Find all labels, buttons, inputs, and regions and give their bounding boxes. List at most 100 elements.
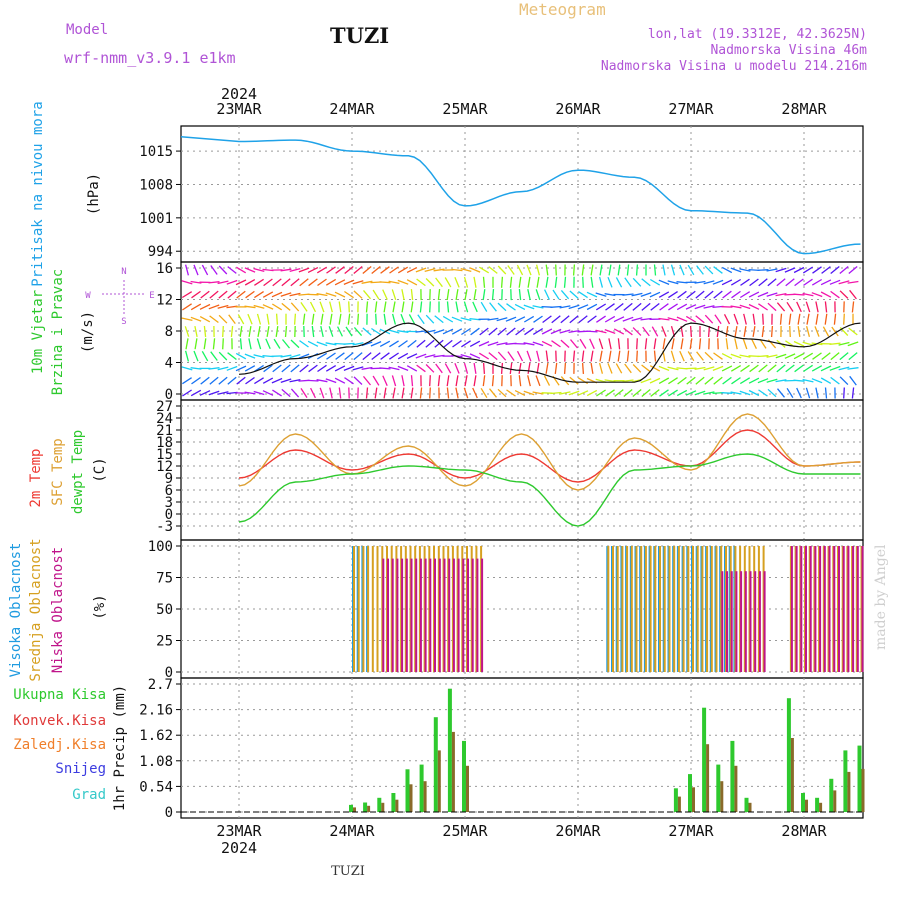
wind-arrow xyxy=(309,301,317,313)
wind-arrow xyxy=(371,327,381,336)
wind-arrow xyxy=(325,292,337,297)
wind-arrow xyxy=(334,279,346,286)
precip-bar-conv xyxy=(437,750,441,812)
wind-arrow xyxy=(463,276,469,288)
wind-arrow xyxy=(830,265,840,275)
wind-arrow xyxy=(806,313,810,325)
wind-arrow xyxy=(793,266,805,274)
wind-arrow xyxy=(363,289,371,300)
wind-arrow xyxy=(679,350,685,362)
wind-arrow xyxy=(831,326,839,337)
cloud-bar xyxy=(677,546,680,672)
wind-arrow xyxy=(446,289,450,301)
wind-arrow xyxy=(605,303,615,311)
wind-arrow xyxy=(317,364,327,373)
wind-arrow xyxy=(210,351,218,361)
wind-arrow xyxy=(372,289,380,300)
wind-arrow xyxy=(649,291,661,298)
wind-arrow xyxy=(388,280,400,285)
wind-arrow xyxy=(849,289,857,300)
wind-arrow xyxy=(507,351,515,361)
wind-arrow xyxy=(401,301,405,313)
cloud-bar xyxy=(819,546,822,672)
wind-arrow xyxy=(184,350,190,362)
wind-arrow xyxy=(550,305,562,308)
y-tick-label: 25 xyxy=(156,634,173,650)
wind-arrow xyxy=(298,267,310,273)
bottom-day-label: 27MAR xyxy=(668,822,714,840)
wind-arrow xyxy=(262,377,274,384)
wind-arrow xyxy=(653,264,657,276)
wind-arrow xyxy=(227,376,237,385)
cloud-bar xyxy=(457,558,460,672)
wind-arrow xyxy=(319,387,325,399)
wind-arrow xyxy=(488,352,498,361)
wind-arrow xyxy=(659,389,669,397)
cloud-bar xyxy=(754,571,757,672)
wind-arrow xyxy=(470,327,480,336)
wind-arrow xyxy=(536,350,540,362)
wind-arrow xyxy=(581,264,585,276)
wind-arrow xyxy=(362,352,372,361)
wind-arrow xyxy=(273,338,281,349)
wind-arrow xyxy=(642,326,650,337)
wind-arrow xyxy=(802,352,814,360)
wind-arrow xyxy=(320,313,324,325)
y-tick-label: 1008 xyxy=(139,177,173,193)
wind-arrow xyxy=(805,301,811,313)
wind-arrow xyxy=(488,327,498,336)
wind-arrow xyxy=(271,291,283,298)
precip-bar-total xyxy=(702,707,707,812)
wind-arrow xyxy=(748,377,760,384)
wind-arrow xyxy=(408,314,416,325)
wind-arrow xyxy=(794,364,804,373)
wind-arrow xyxy=(464,375,468,387)
wind-arrow xyxy=(244,267,256,273)
wind-arrow xyxy=(455,387,459,399)
wind-arrow xyxy=(335,266,345,274)
precip-bar-total xyxy=(349,804,353,812)
wind-arrow xyxy=(757,355,769,358)
wind-arrow xyxy=(759,338,767,349)
wind-arrow xyxy=(460,317,472,322)
wind-arrow xyxy=(793,340,805,347)
wind-arrow xyxy=(803,278,813,286)
precip-bar-conv xyxy=(819,802,823,812)
wind-arrow xyxy=(208,304,220,310)
cloud-bar xyxy=(663,546,666,672)
wind-arrow xyxy=(820,377,832,384)
wind-arrow xyxy=(239,338,243,350)
wind-arrow xyxy=(734,338,738,350)
wind-arrow xyxy=(698,338,702,350)
precip-bar-conv xyxy=(692,787,695,812)
wind-arrow xyxy=(245,290,255,299)
wind-arrow xyxy=(497,327,507,336)
wind-arrow xyxy=(685,315,697,323)
bottom-day-label: 28MAR xyxy=(781,822,827,840)
wind-arrow xyxy=(554,276,558,288)
wind-arrow xyxy=(802,266,814,274)
wind-arrow xyxy=(497,388,507,398)
wind-arrow xyxy=(446,301,450,313)
wind-arrow xyxy=(446,375,450,387)
wind-arrow xyxy=(290,388,300,398)
wind-arrow xyxy=(280,268,292,272)
wind-arrow xyxy=(714,314,722,325)
wind-arrow xyxy=(608,338,612,350)
wind-arrow xyxy=(335,352,345,360)
wind-arrow xyxy=(461,340,471,348)
wind-arrow xyxy=(442,328,454,335)
wind-arrow xyxy=(743,325,747,338)
wind-arrow xyxy=(289,353,301,359)
wind-arrow xyxy=(541,340,553,347)
bottom-day-label: 25MAR xyxy=(442,822,488,840)
wind-arrow xyxy=(694,390,706,396)
wind-arrow xyxy=(479,327,489,336)
wind-arrow xyxy=(307,379,319,382)
wind-arrow xyxy=(473,289,477,301)
wind-arrow xyxy=(401,375,405,387)
wind-arrow xyxy=(245,376,255,385)
wind-arrow xyxy=(829,365,841,371)
wind-arrow xyxy=(623,389,633,397)
